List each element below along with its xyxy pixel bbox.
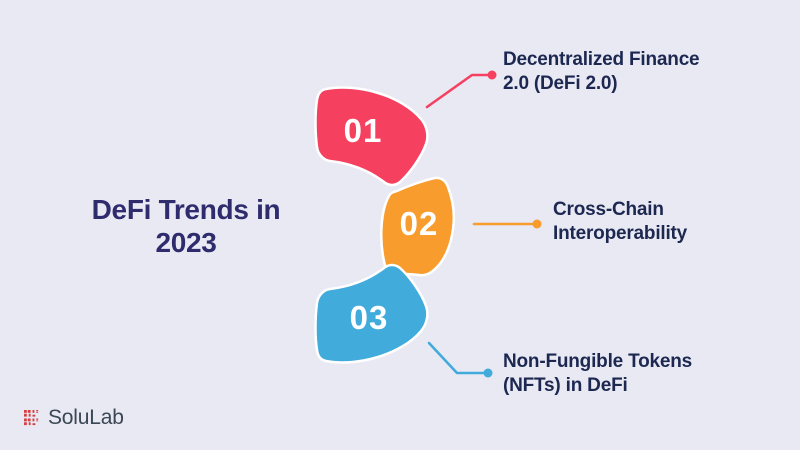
item-label-03: Non-Fungible Tokens (NFTs) in DeFi	[503, 350, 692, 398]
title-line-1: DeFi Trends in	[91, 194, 281, 225]
arc-segment-02-shape	[380, 176, 456, 277]
item-label-01: Decentralized Finance 2.0 (DeFi 2.0)	[503, 48, 700, 96]
brand-lockup: SoluLab	[24, 406, 124, 430]
segment-number-01: 01	[344, 112, 383, 149]
solulab-logo-icon	[24, 409, 39, 425]
segment-number-02: 02	[400, 205, 439, 242]
connector-line-01	[425, 73, 491, 109]
item-label-01-line-1: Decentralized Finance	[503, 49, 700, 70]
arc-segment-03-shape	[314, 263, 429, 364]
item-label-03-line-1: Non-Fungible Tokens	[503, 351, 693, 372]
item-label-02-line-1: Cross-Chain	[553, 199, 664, 220]
title-line-2: 2023	[155, 227, 217, 258]
brand-name: SoluLab	[48, 406, 124, 429]
connector-line-03	[427, 341, 487, 375]
connector-dot-03	[483, 368, 493, 378]
page-title: DeFi Trends in 2023	[41, 193, 331, 259]
item-label-01-line-2: 2.0 (DeFi 2.0)	[503, 73, 618, 94]
connector-dot-02	[532, 219, 542, 229]
segment-number-03: 03	[350, 299, 389, 336]
item-label-02-line-2: Interoperability	[553, 223, 688, 244]
arc-segment-01-shape	[314, 86, 429, 187]
item-label-03-line-2: (NFTs) in DeFi	[503, 375, 628, 396]
item-label-02: Cross-Chain Interoperability	[553, 198, 687, 246]
connector-dot-01	[487, 70, 497, 80]
